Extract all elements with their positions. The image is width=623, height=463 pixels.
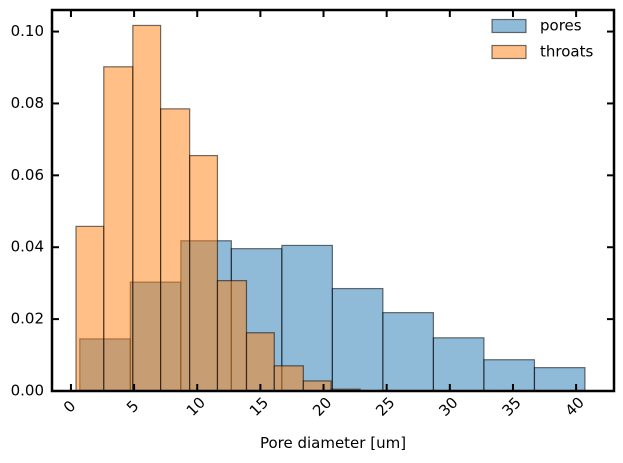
- pores-bar-6: [382, 312, 435, 392]
- pores-bar-5: [331, 287, 384, 392]
- y-tick-label: 0.04: [11, 238, 44, 256]
- x-tick-label: 40: [562, 394, 588, 420]
- throats-bar-8: [302, 380, 332, 392]
- x-tick-label: 25: [372, 394, 398, 420]
- legend-swatch-pores: [491, 18, 527, 34]
- x-tick-label: 10: [183, 394, 209, 420]
- x-tick-label: 30: [435, 394, 461, 420]
- legend: pores throats: [491, 17, 593, 61]
- throats-bar-2: [132, 24, 162, 392]
- throats-bar-5: [216, 280, 248, 392]
- legend-label-pores: pores: [540, 17, 582, 35]
- y-tick-label: 0.00: [11, 382, 44, 400]
- legend-label-throats: throats: [540, 43, 593, 61]
- x-tick-label: 20: [309, 394, 335, 420]
- y-tick-label: 0.06: [11, 166, 44, 184]
- legend-swatch-throats: [491, 44, 527, 60]
- x-axis-label: Pore diameter [um]: [260, 434, 406, 452]
- x-tick-label: 0: [60, 397, 79, 416]
- throats-bar-0: [75, 225, 105, 392]
- bars-layer: [75, 24, 586, 392]
- throats-bar-3: [160, 108, 191, 392]
- throats-bar-6: [245, 332, 275, 392]
- plot-frame: [50, 8, 616, 393]
- throats-bar-4: [189, 154, 219, 392]
- x-tick-label: 15: [246, 394, 272, 420]
- y-tick-label: 0.10: [11, 22, 44, 40]
- pores-bar-9: [533, 367, 586, 392]
- y-tick-label: 0.02: [11, 310, 44, 328]
- x-tick-label: 35: [498, 394, 524, 420]
- throats-bar-7: [273, 365, 304, 392]
- throats-bar-1: [103, 66, 134, 392]
- pores-bar-7: [432, 337, 485, 392]
- y-tick-label: 0.08: [11, 94, 44, 112]
- x-tick-label: 5: [123, 397, 142, 416]
- pores-bar-8: [483, 359, 536, 392]
